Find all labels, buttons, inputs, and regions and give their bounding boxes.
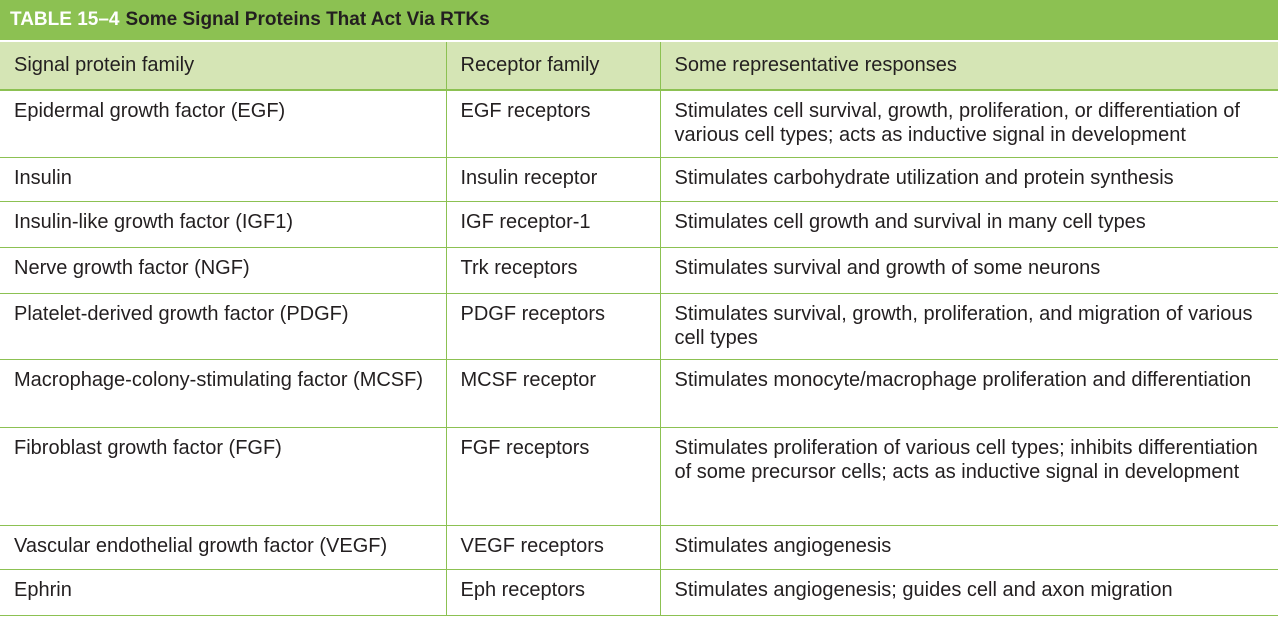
signal-protein-cell: Insulin-like growth factor (IGF1) <box>0 201 447 248</box>
table-row: Epidermal growth factor (EGF) EGF recept… <box>0 90 1278 158</box>
signal-protein-cell: Platelet-derived growth factor (PDGF) <box>0 293 447 360</box>
receptor-cell: IGF receptor-1 <box>446 201 661 248</box>
column-header-receptor-family: Receptor family <box>446 42 661 90</box>
receptor-cell: EGF receptors <box>446 90 661 158</box>
table-row: Nerve growth factor (NGF) Trk receptors … <box>0 247 1278 294</box>
receptor-cell: MCSF receptor <box>446 359 661 428</box>
response-cell: Stimulates cell growth and survival in m… <box>660 201 1278 248</box>
response-cell: Stimulates survival and growth of some n… <box>660 247 1278 294</box>
table-row: Insulin Insulin receptor Stimulates carb… <box>0 157 1278 202</box>
table-row: Vascular endothelial growth factor (VEGF… <box>0 525 1278 570</box>
table-row: Macrophage-colony-stimulating factor (MC… <box>0 359 1278 428</box>
response-cell: Stimulates cell survival, growth, prolif… <box>660 90 1278 158</box>
signal-protein-cell: Vascular endothelial growth factor (VEGF… <box>0 525 447 570</box>
response-cell: Stimulates carbohydrate utilization and … <box>660 157 1278 202</box>
column-header-signal-protein-family: Signal protein family <box>0 42 447 90</box>
header-row: Signal protein family Receptor family So… <box>0 42 1278 90</box>
signal-protein-cell: Nerve growth factor (NGF) <box>0 247 447 294</box>
table-row: Fibroblast growth factor (FGF) FGF recep… <box>0 427 1278 526</box>
data-table: Signal protein family Receptor family So… <box>0 42 1278 616</box>
response-cell: Stimulates angiogenesis; guides cell and… <box>660 569 1278 616</box>
signal-protein-cell: Macrophage-colony-stimulating factor (MC… <box>0 359 447 428</box>
response-cell: Stimulates survival, growth, proliferati… <box>660 293 1278 360</box>
signal-protein-cell: Insulin <box>0 157 447 202</box>
response-cell: Stimulates angiogenesis <box>660 525 1278 570</box>
table-title: Some Signal Proteins That Act Via RTKs <box>125 9 490 30</box>
receptor-cell: PDGF receptors <box>446 293 661 360</box>
receptor-cell: Eph receptors <box>446 569 661 616</box>
receptor-cell: Trk receptors <box>446 247 661 294</box>
table-title-bar: TABLE 15–4 Some Signal Proteins That Act… <box>0 0 1278 42</box>
table-number: TABLE 15–4 <box>10 9 120 30</box>
signal-protein-cell: Epidermal growth factor (EGF) <box>0 90 447 158</box>
signal-protein-cell: Fibroblast growth factor (FGF) <box>0 427 447 526</box>
column-header-representative-responses: Some representative responses <box>660 42 1278 90</box>
table-row: Insulin-like growth factor (IGF1) IGF re… <box>0 201 1278 248</box>
receptor-cell: VEGF receptors <box>446 525 661 570</box>
table-row: Platelet-derived growth factor (PDGF) PD… <box>0 293 1278 360</box>
response-cell: Stimulates proliferation of various cell… <box>660 427 1278 526</box>
receptor-cell: Insulin receptor <box>446 157 661 202</box>
response-cell: Stimulates monocyte/macrophage prolifera… <box>660 359 1278 428</box>
signal-protein-cell: Ephrin <box>0 569 447 616</box>
receptor-cell: FGF receptors <box>446 427 661 526</box>
table-row: Ephrin Eph receptors Stimulates angiogen… <box>0 569 1278 616</box>
